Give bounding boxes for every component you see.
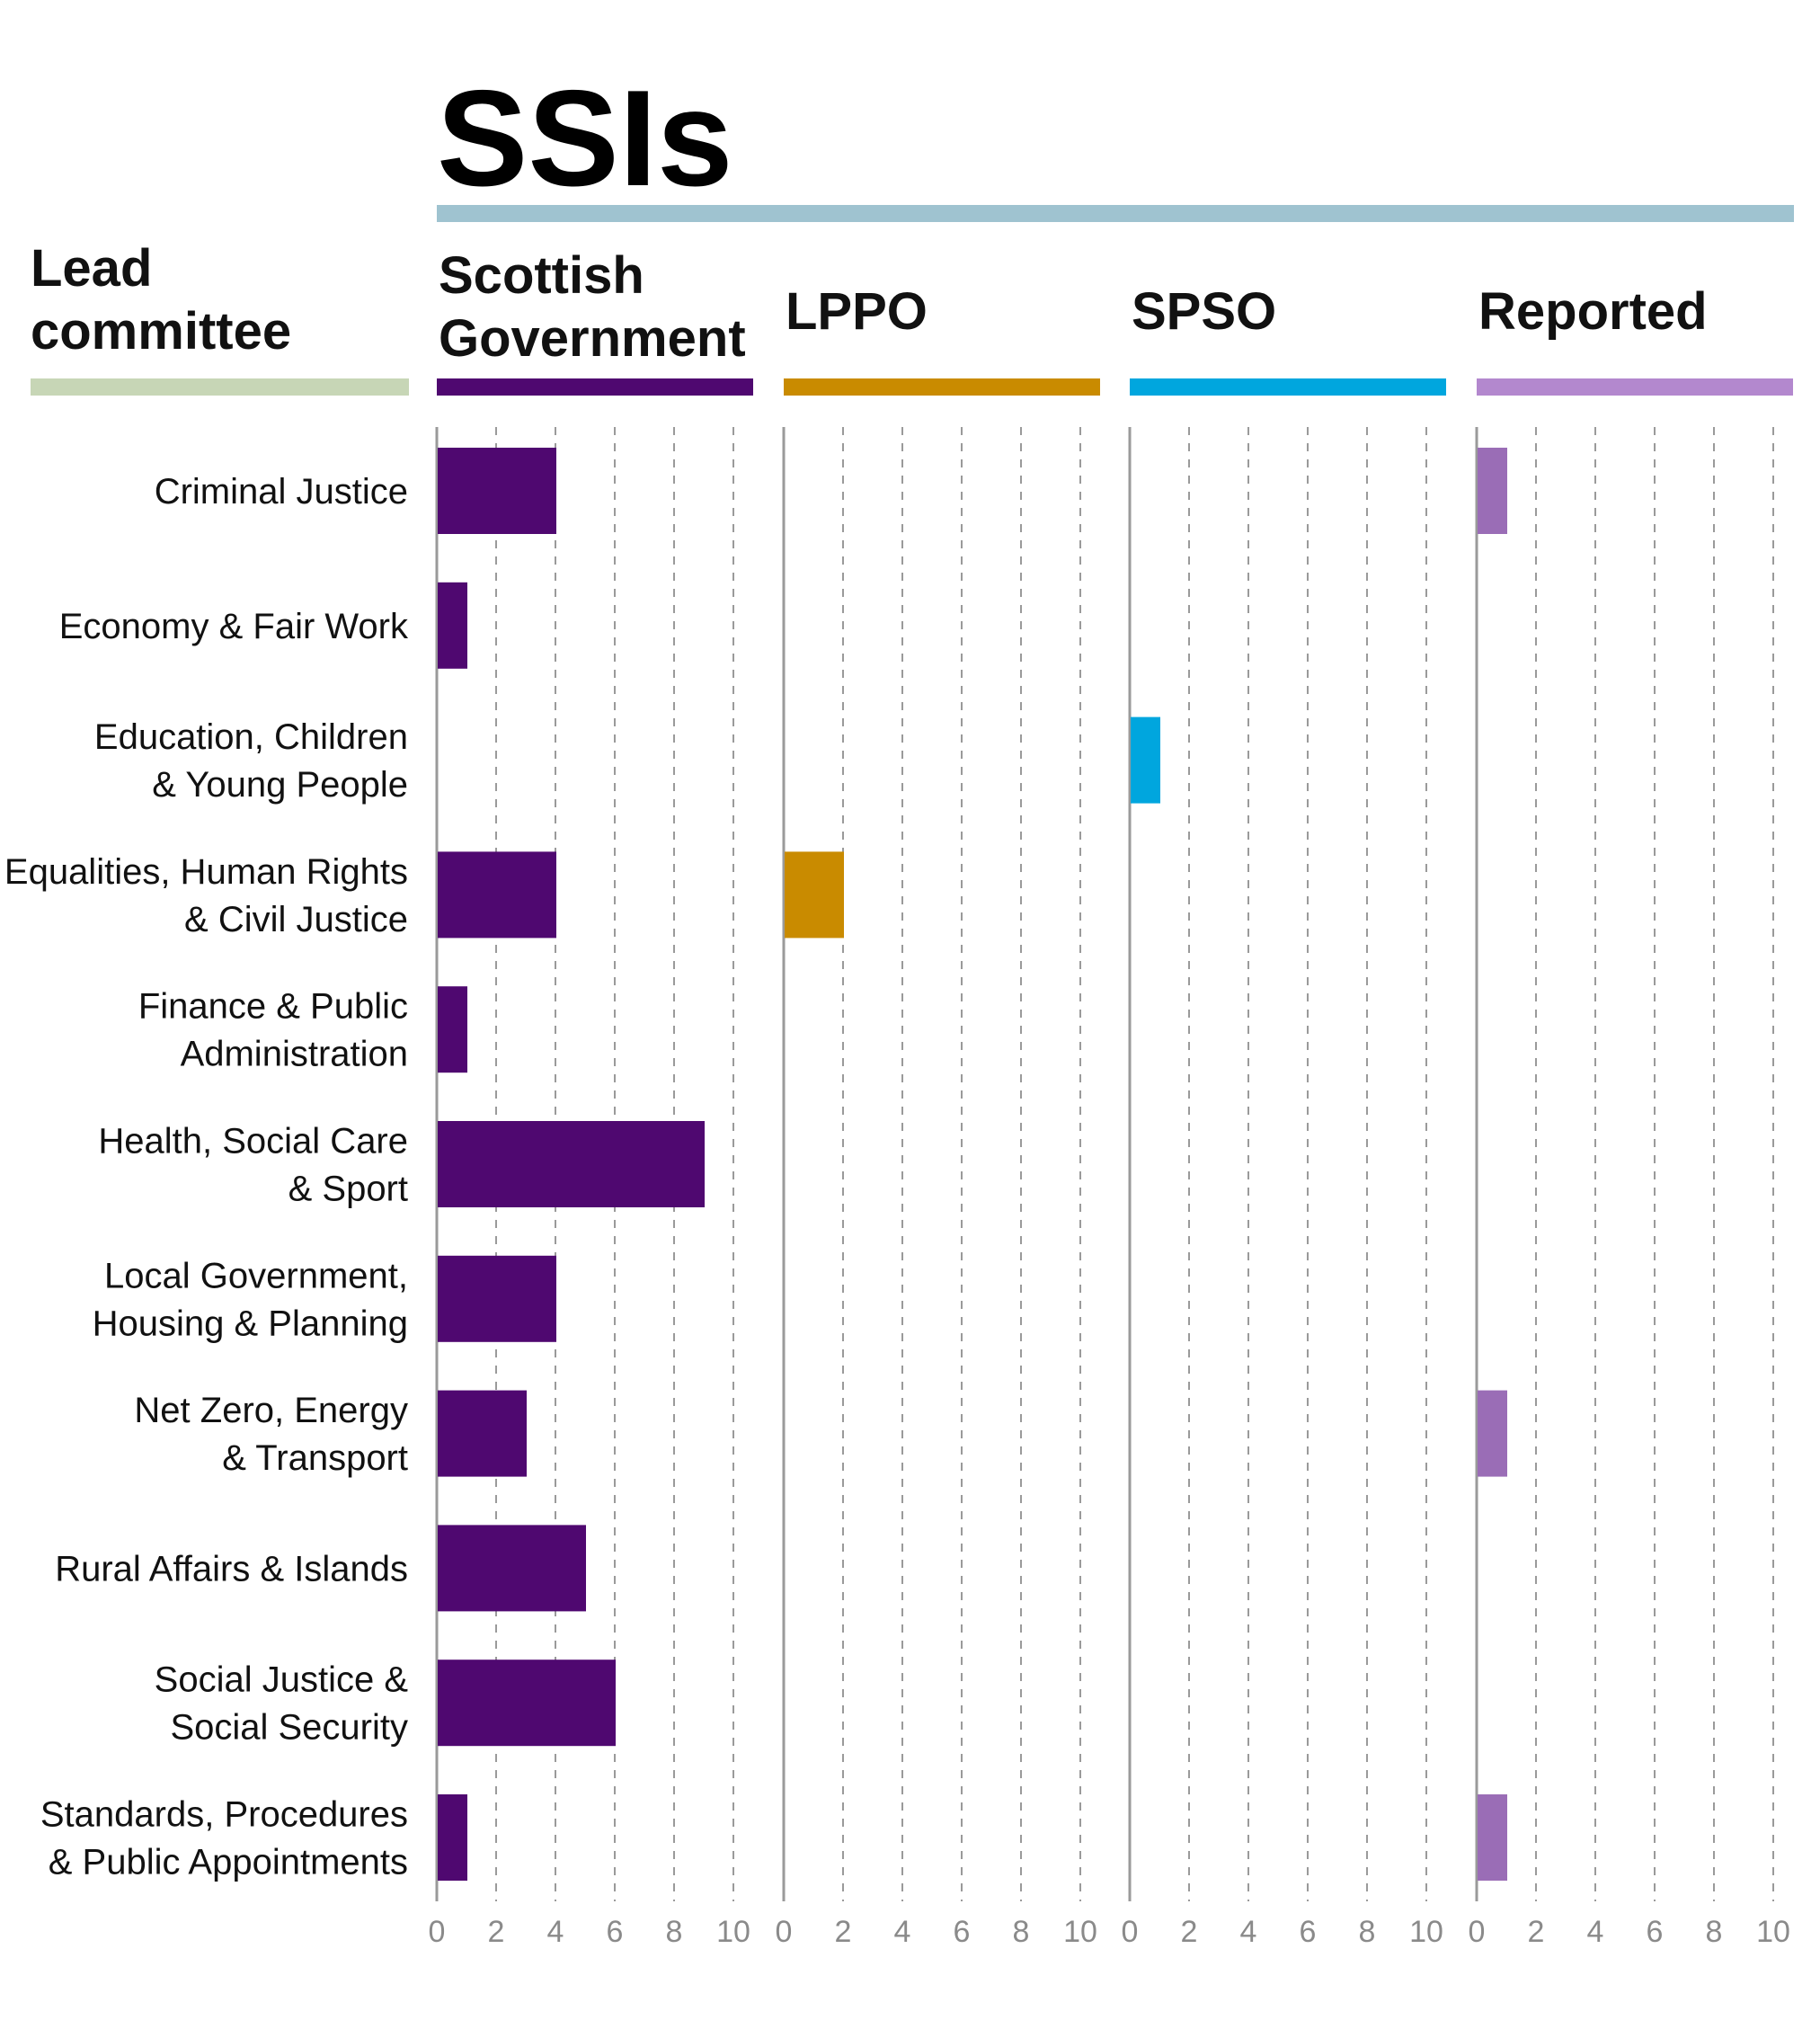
category-label-line: Standards, Procedures [40, 1795, 408, 1835]
tick-label: 4 [1240, 1915, 1257, 1949]
category-label: Standards, Procedures & Public Appointmen… [40, 1795, 408, 1882]
category-label: Net Zero, Energy & Transport [134, 1391, 408, 1478]
committee-header: Lead committee [31, 239, 291, 360]
category-label-line: Administration [181, 1035, 408, 1074]
tick-label: 10 [1063, 1915, 1097, 1949]
category-label: Criminal Justice [155, 472, 408, 512]
panel-header: SPSO [1132, 282, 1276, 341]
category-label-line: & Civil Justice [184, 900, 408, 939]
bar [438, 448, 556, 534]
category-label: Rural Affairs & Islands [55, 1549, 408, 1588]
panel-header-line: SPSO [1132, 282, 1276, 341]
chart-title: SSIs [437, 62, 733, 215]
category-label-line: Local Government, [104, 1256, 408, 1295]
bar [438, 986, 467, 1073]
category-label-line: Economy & Fair Work [59, 607, 409, 646]
tick-label: 4 [1587, 1915, 1604, 1949]
bar [1131, 716, 1160, 804]
category-label-line: Social Security [170, 1708, 408, 1748]
tick-label: 10 [1409, 1915, 1443, 1949]
category-label: Education, Children & Young People [94, 717, 408, 805]
title-rule [437, 205, 1794, 222]
bar [438, 1390, 527, 1477]
tick-label: 0 [776, 1915, 793, 1949]
bar [1478, 448, 1507, 534]
committee-rule [31, 378, 409, 396]
category-label: Local Government, Housing & Planning [93, 1256, 408, 1343]
bar [438, 851, 556, 939]
category-label-line: Finance & Public [138, 987, 408, 1027]
tick-label: 6 [954, 1915, 971, 1949]
category-label-line: Rural Affairs & Islands [55, 1549, 408, 1588]
panel-rule [1130, 378, 1446, 396]
category-label-line: Social Justice & [155, 1660, 409, 1700]
panel-header-line: LPPO [786, 282, 928, 341]
bar [1478, 1390, 1507, 1477]
panel-header: Scottish Government [439, 246, 746, 368]
tick-label: 8 [1013, 1915, 1030, 1949]
bar [438, 1660, 616, 1747]
category-label-line: & Sport [289, 1170, 408, 1209]
panel-header: LPPO [786, 282, 928, 341]
category-label-line: & Transport [222, 1438, 408, 1478]
category-label-line: Health, Social Care [98, 1122, 408, 1161]
tick-label: 0 [1469, 1915, 1486, 1949]
tick-label: 10 [1756, 1915, 1790, 1949]
tick-label: 4 [894, 1915, 911, 1949]
category-label-line: & Young People [152, 765, 408, 805]
bar [438, 1525, 586, 1612]
category-label: Finance & Public Administration [138, 987, 408, 1074]
bar [785, 851, 844, 939]
category-label: Social Justice & Social Security [155, 1660, 409, 1748]
tick-label: 2 [488, 1915, 505, 1949]
committee-header-line: committee [31, 302, 291, 360]
category-label-line: Housing & Planning [93, 1304, 408, 1343]
bar [438, 1255, 556, 1342]
tick-label: 6 [1647, 1915, 1664, 1949]
panel-rule [784, 378, 1100, 396]
tick-label: 6 [1300, 1915, 1317, 1949]
tick-label: 10 [716, 1915, 750, 1949]
tick-label: 2 [1181, 1915, 1198, 1949]
bar [438, 582, 467, 669]
committee-header-line: Lead [31, 239, 152, 298]
category-label: Health, Social Care & Sport [98, 1122, 408, 1209]
tick-label: 0 [429, 1915, 446, 1949]
category-label-line: Net Zero, Energy [134, 1391, 408, 1430]
panel-header-line: Scottish [439, 246, 644, 305]
plot-area: Scottish Government 0 2 4 6 8 10 LPPO 0 2 4 6 8 10 SPSO… [4, 246, 1793, 1949]
tick-label: 4 [547, 1915, 564, 1949]
panel-rule [437, 378, 753, 396]
bar [438, 1121, 705, 1207]
bar [438, 1794, 467, 1881]
tick-label: 2 [1528, 1915, 1545, 1949]
tick-label: 8 [1706, 1915, 1723, 1949]
bar [1478, 1794, 1507, 1881]
category-label-line: Equalities, Human Rights [4, 852, 408, 892]
tick-label: 2 [835, 1915, 852, 1949]
tick-label: 6 [607, 1915, 624, 1949]
category-label-line: & Public Appointments [49, 1843, 408, 1882]
category-label-line: Education, Children [94, 717, 408, 757]
tick-label: 8 [666, 1915, 683, 1949]
category-label: Equalities, Human Rights & Civil Justice [4, 852, 408, 939]
panel-header: Reported [1478, 282, 1708, 341]
category-label-line: Criminal Justice [155, 472, 408, 512]
panel-header-line: Reported [1478, 282, 1708, 341]
panel-header-line: Government [439, 309, 746, 368]
tick-label: 0 [1122, 1915, 1139, 1949]
category-label: Economy & Fair Work [59, 607, 409, 646]
tick-label: 8 [1359, 1915, 1376, 1949]
panel-rule [1477, 378, 1793, 396]
